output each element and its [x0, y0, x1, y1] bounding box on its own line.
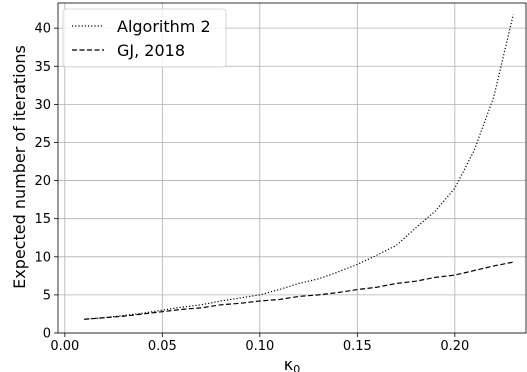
x-axis-label: κ0: [284, 355, 300, 372]
legend-box: [62, 8, 227, 68]
y-tick-label: 40: [34, 22, 51, 37]
legend: Algorithm 2 GJ, 2018: [62, 8, 227, 68]
legend-label-gj-2018: GJ, 2018: [117, 41, 185, 60]
y-tick-label: 10: [34, 250, 51, 265]
plot-frame: [57, 2, 527, 334]
legend-label-algorithm-2: Algorithm 2: [117, 17, 211, 36]
y-tick-label: 35: [34, 60, 51, 75]
axes: [57, 2, 527, 334]
y-tick-label: 20: [34, 174, 51, 189]
y-axis-label: Expected number of iterations: [10, 45, 29, 289]
x-tick-label: 0.15: [343, 339, 372, 354]
series-line-1: [84, 261, 514, 320]
x-tick-label: 0.20: [440, 339, 469, 354]
x-tick-label: 0.10: [245, 339, 274, 354]
series-lines: [84, 14, 514, 320]
y-tick-label: 15: [34, 212, 51, 227]
y-tick-label: 30: [34, 98, 51, 113]
series-line-0: [84, 14, 514, 320]
x-tick-label: 0.00: [50, 339, 79, 354]
x-tick-label: 0.05: [148, 339, 177, 354]
y-axis-ticks: 0 5 10 15 20 25 30 35 40: [34, 22, 58, 342]
y-tick-label: 25: [34, 136, 51, 151]
y-tick-label: 0: [43, 327, 51, 342]
y-tick-label: 5: [43, 288, 51, 303]
x-axis-ticks: 0.00 0.05 0.10 0.15 0.20: [50, 333, 469, 354]
